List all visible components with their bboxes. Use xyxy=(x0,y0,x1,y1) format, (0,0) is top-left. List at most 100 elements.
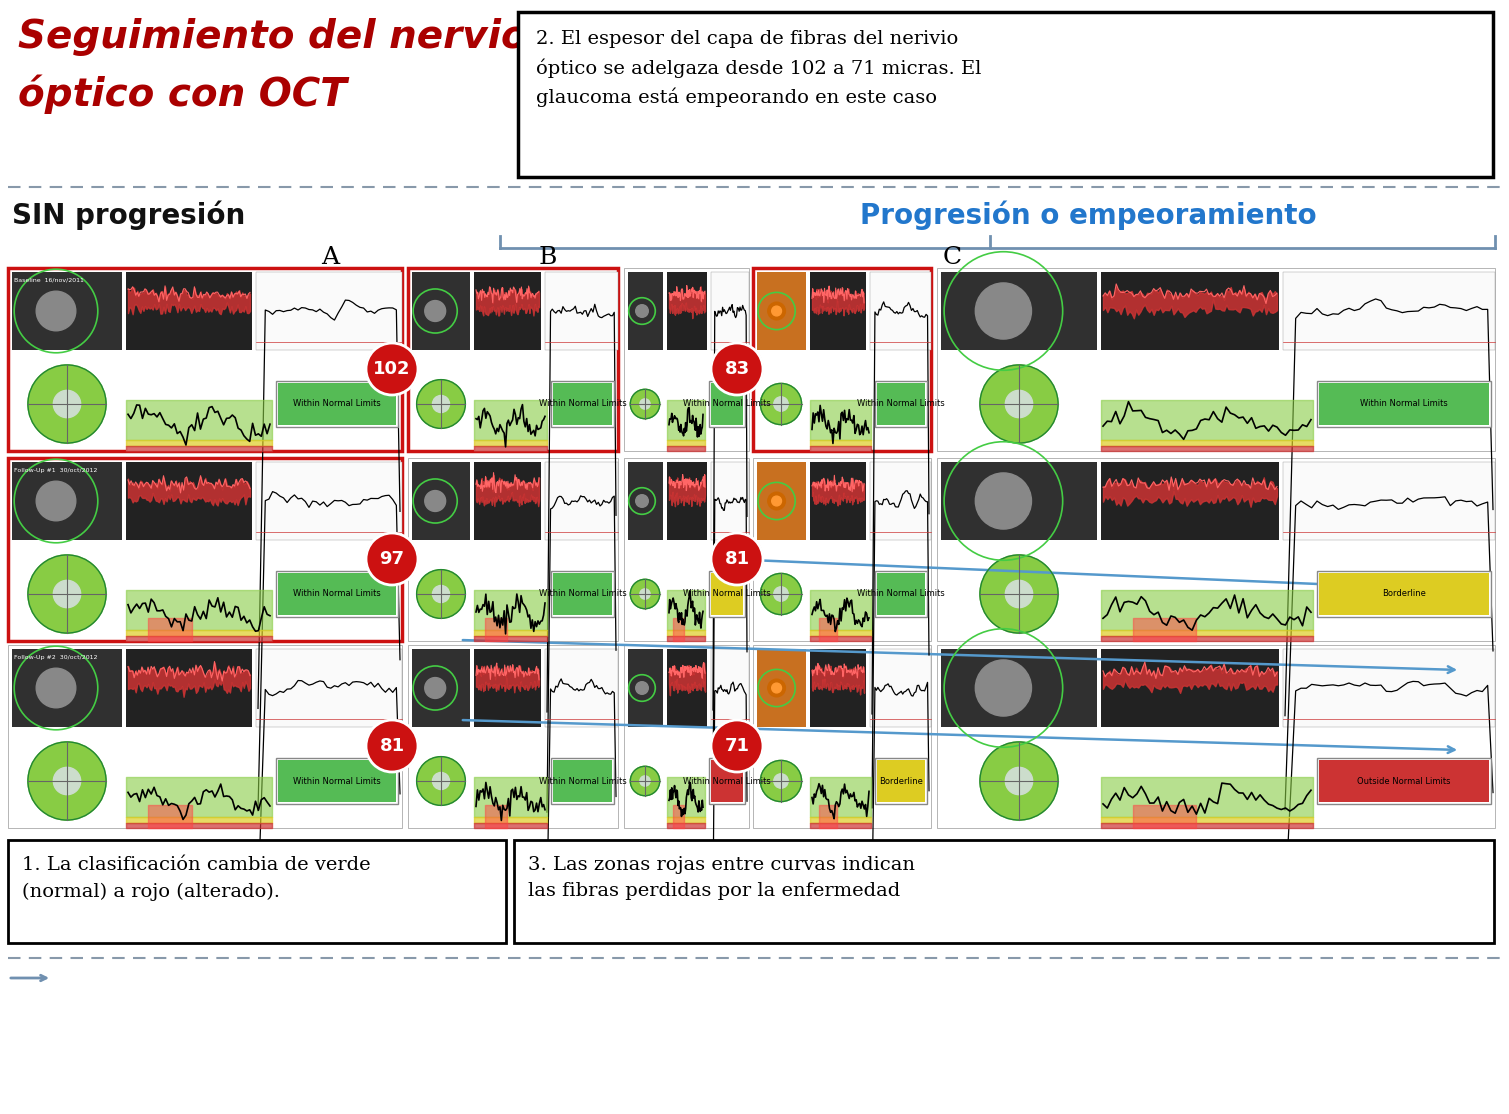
Text: 71: 71 xyxy=(724,737,750,755)
Bar xyxy=(474,272,542,350)
Text: Within Normal Limits: Within Normal Limits xyxy=(539,400,626,409)
Bar xyxy=(625,268,748,451)
Bar xyxy=(407,268,619,451)
Bar xyxy=(552,760,613,802)
Bar xyxy=(12,272,122,350)
Text: Borderline: Borderline xyxy=(880,776,924,785)
Bar xyxy=(628,462,662,540)
Circle shape xyxy=(416,569,465,618)
Bar xyxy=(711,760,742,802)
Text: Within Normal Limits: Within Normal Limits xyxy=(857,400,945,409)
Bar xyxy=(871,649,931,727)
Bar xyxy=(12,462,122,540)
Bar xyxy=(1317,758,1491,804)
Bar xyxy=(1283,462,1495,540)
Bar xyxy=(667,548,705,641)
Text: Within Normal Limits: Within Normal Limits xyxy=(684,589,771,598)
Bar xyxy=(551,381,614,427)
Bar xyxy=(1102,735,1313,828)
Bar xyxy=(711,383,742,426)
Bar xyxy=(8,268,401,451)
Bar xyxy=(1283,649,1495,727)
Bar xyxy=(877,760,925,802)
Bar xyxy=(667,462,708,540)
Bar xyxy=(711,649,748,727)
Bar xyxy=(125,358,272,451)
Bar xyxy=(810,358,871,451)
Bar xyxy=(1102,462,1280,540)
Bar xyxy=(551,571,614,617)
Bar xyxy=(937,458,1495,641)
Circle shape xyxy=(1005,390,1032,418)
Circle shape xyxy=(29,555,106,633)
Circle shape xyxy=(635,495,649,507)
Circle shape xyxy=(771,306,782,316)
Bar xyxy=(407,458,619,641)
Bar xyxy=(758,272,806,350)
Bar xyxy=(628,649,662,727)
Bar xyxy=(628,272,662,350)
Circle shape xyxy=(53,768,80,794)
Bar xyxy=(942,272,1097,350)
Circle shape xyxy=(774,397,788,411)
Bar xyxy=(1102,548,1313,641)
Text: Within Normal Limits: Within Normal Limits xyxy=(857,589,945,598)
Text: Within Normal Limits: Within Normal Limits xyxy=(293,589,380,598)
Bar xyxy=(474,735,546,828)
Text: Follow-Up #1  30/oct/2012: Follow-Up #1 30/oct/2012 xyxy=(14,468,98,473)
Circle shape xyxy=(635,305,649,317)
Circle shape xyxy=(36,481,75,521)
Bar xyxy=(667,649,708,727)
Circle shape xyxy=(975,659,1032,716)
Bar xyxy=(545,272,619,350)
Circle shape xyxy=(53,580,80,607)
Text: Within Normal Limits: Within Normal Limits xyxy=(293,400,380,409)
Text: 83: 83 xyxy=(724,360,750,378)
Circle shape xyxy=(416,756,465,805)
Bar xyxy=(1319,573,1489,615)
Text: Outside Normal Limits: Outside Normal Limits xyxy=(1357,776,1450,785)
Bar xyxy=(871,462,931,540)
Bar xyxy=(125,462,252,540)
Bar xyxy=(810,462,866,540)
Circle shape xyxy=(367,720,418,772)
Circle shape xyxy=(433,772,450,790)
Bar xyxy=(407,645,619,828)
Bar xyxy=(711,573,742,615)
Text: Within Normal Limits: Within Normal Limits xyxy=(684,776,771,785)
Bar xyxy=(515,840,1494,942)
Text: 1. La clasificación cambia de verde
(normal) a rojo (alterado).: 1. La clasificación cambia de verde (nor… xyxy=(23,856,371,901)
Bar xyxy=(276,571,398,617)
Bar xyxy=(667,358,705,451)
Text: Baseline  16/nov/2011: Baseline 16/nov/2011 xyxy=(14,278,85,283)
Bar xyxy=(877,383,925,426)
Bar xyxy=(8,458,401,641)
Circle shape xyxy=(631,579,659,608)
Circle shape xyxy=(975,473,1032,529)
Bar xyxy=(1317,381,1491,427)
Circle shape xyxy=(761,761,801,802)
Bar xyxy=(278,573,395,615)
Text: B: B xyxy=(539,246,557,268)
Bar xyxy=(474,358,546,451)
Text: A: A xyxy=(321,246,340,268)
Bar xyxy=(545,462,619,540)
Bar xyxy=(1102,358,1313,451)
Circle shape xyxy=(979,742,1058,820)
Bar xyxy=(12,649,122,727)
Bar xyxy=(875,758,927,804)
Bar xyxy=(474,548,546,641)
Circle shape xyxy=(711,343,764,395)
Circle shape xyxy=(635,682,649,694)
Bar xyxy=(875,381,927,427)
Text: SIN progresión: SIN progresión xyxy=(12,201,246,229)
Circle shape xyxy=(367,343,418,395)
Bar xyxy=(709,381,745,427)
Text: Borderline: Borderline xyxy=(1382,589,1426,598)
Circle shape xyxy=(640,399,650,409)
Circle shape xyxy=(36,668,75,707)
Circle shape xyxy=(711,720,764,772)
Text: Within Normal Limits: Within Normal Limits xyxy=(539,589,626,598)
Bar xyxy=(276,758,398,804)
Bar xyxy=(709,571,745,617)
